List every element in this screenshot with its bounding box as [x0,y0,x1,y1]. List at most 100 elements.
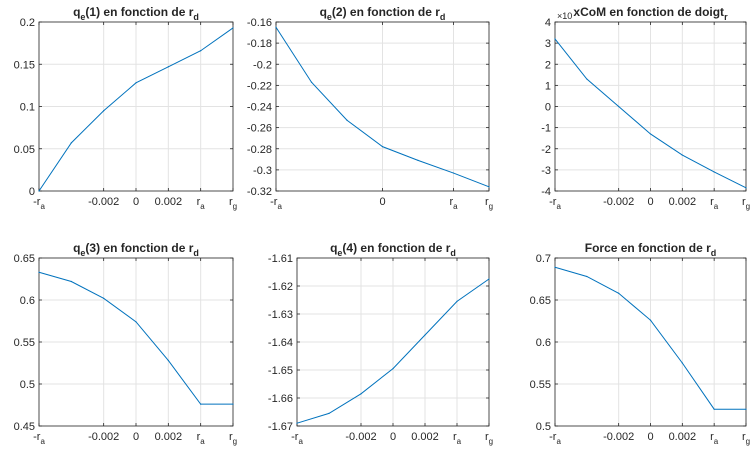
data-point [232,403,234,405]
x-tick-label: -ra [33,196,45,211]
y-tick-label: 0 [545,102,551,114]
chart-title: qe(1) en fonction de rd [73,5,199,22]
axis-exponent-label: ×10 [557,11,572,21]
y-tick-label: 0.65 [530,295,551,307]
y-tick-label: -1.61 [268,253,293,265]
data-point [554,38,556,40]
data-point [103,110,105,112]
x-tick-label: ra [197,196,206,211]
data-point [200,403,202,405]
y-tick-label: -1.63 [268,309,293,321]
data-point [417,159,419,161]
data-point [296,422,298,424]
y-tick-label: -1 [541,123,551,135]
y-tick-label: -4 [541,186,551,198]
x-tick-label: ra [710,431,719,446]
chart-title: qe(2) en fonction de rd [320,5,446,22]
x-tick-label: 0.002 [155,431,183,443]
data-point [488,186,490,188]
data-point [381,146,384,148]
x-tick-label: 0 [647,431,653,443]
data-point [586,275,588,278]
data-point [103,297,105,299]
chart-3: -ra -0.002 0 0.002 ra rg -4 -3 -2 -1 0 1 2 3 4 ×10 xCoM … [541,5,750,211]
x-tick-label: -0.002 [603,431,634,443]
y-tick-label: -1.67 [268,421,293,433]
chart-4: -ra -0.002 0 0.002 ra rg 0.45 0.5 0.55 0.6 0.65 qe(… [14,241,237,446]
data-point [452,172,455,174]
data-point [424,334,426,336]
y-tick-label: -1.64 [268,337,293,349]
x-tick-label: 0.002 [411,431,439,443]
data-point [713,171,715,173]
data-point [38,190,40,192]
data-point [310,81,313,83]
data-point [328,412,330,414]
y-tick-label: 0.05 [14,144,35,156]
data-point [135,321,137,323]
y-tick-label: 0.15 [14,59,35,71]
x-tick-label: rg [742,196,750,211]
x-tick-label: -ra [33,431,45,446]
chart-6: -ra -0.002 0 0.002 ra rg 0.5 0.55 0.6 0.65 0.7 Forc… [530,241,750,446]
chart-2: -ra 0 ra rg -0.32 -0.3 -0.28 -0.26 -0.24 -0.22 -0.… [247,5,493,211]
data-point [392,368,394,370]
y-tick-label: 0.5 [536,421,551,433]
x-tick-label: -0.002 [88,196,119,208]
y-tick-label: 0.55 [14,337,35,349]
data-point [618,105,620,108]
y-tick-label: 4 [545,17,551,29]
y-tick-label: -0.18 [247,38,272,50]
x-tick-label: -0.002 [603,196,634,208]
y-tick-label: -2 [541,144,551,156]
x-tick-label: -0.002 [345,431,376,443]
y-tick-label: -3 [541,165,551,177]
x-tick-label: rg [485,431,493,446]
y-tick-label: -0.32 [247,186,272,198]
x-tick-label: -ra [270,196,282,211]
y-tick-label: -0.24 [247,102,272,114]
x-tick-label: ra [197,431,206,446]
x-tick-label: -ra [549,196,561,211]
y-tick-label: 0.65 [14,253,35,265]
data-point [167,66,169,68]
x-tick-label: 0 [133,196,139,208]
x-tick-label: -ra [549,431,561,446]
data-point [360,393,362,395]
y-tick-label: -1.65 [268,365,293,377]
y-tick-label: 0.1 [20,102,35,114]
y-tick-label: -0.22 [247,80,272,92]
y-tick-label: -0.26 [247,123,272,135]
y-tick-label: 0 [29,186,35,198]
data-point [745,187,747,189]
x-tick-label: 0 [647,196,653,208]
data-point [554,266,556,268]
x-tick-label: 0 [390,431,396,443]
data-point [38,271,40,273]
data-point [681,362,683,364]
data-point [70,142,72,144]
data-point [275,26,277,28]
x-tick-label: 0.002 [669,431,697,443]
y-tick-label: 0.7 [536,253,551,265]
x-tick-label: ra [453,431,462,446]
y-tick-label: 0.6 [20,295,35,307]
data-point [649,319,652,321]
x-tick-label: 0 [379,196,385,208]
data-point [346,119,348,121]
data-point [649,133,652,135]
data-point [167,359,169,362]
y-tick-label: -1.66 [268,393,293,405]
y-tick-label: 0.5 [20,379,35,391]
chart-1: -ra -0.002 0 0.002 ra rg 0 0.05 0.1 0.15 0.2 qe(1) … [14,5,237,211]
data-point [618,292,620,294]
x-tick-label: 0.002 [155,196,183,208]
y-tick-label: -0.3 [253,165,272,177]
chart-title: Force en fonction de rd [585,241,717,258]
x-tick-label: rg [742,431,750,446]
x-tick-label: -ra [291,431,303,446]
y-tick-label: -1.62 [268,281,293,293]
chart-title: qe(3) en fonction de rd [73,241,199,258]
chart-title: xCoM en fonction de doigtr [573,5,728,22]
